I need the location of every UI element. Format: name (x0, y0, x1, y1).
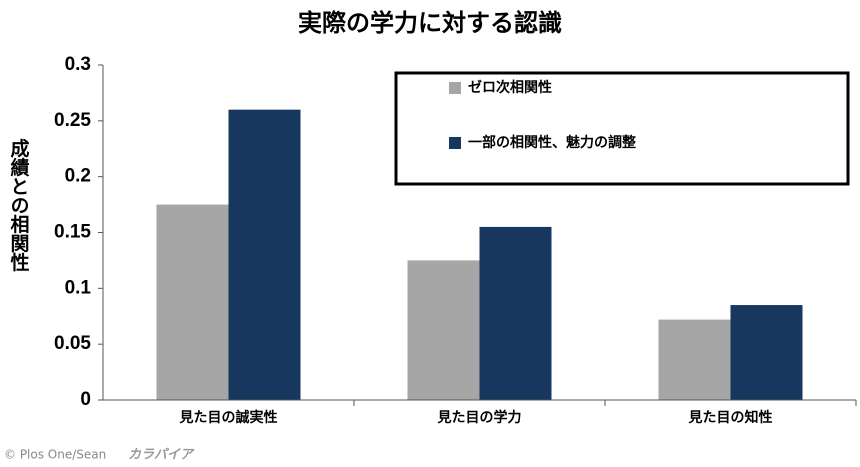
x-tick-label: 見た目の知性 (688, 409, 773, 426)
y-tick-label: 0.25 (54, 110, 91, 131)
y-tick-label: 0.15 (54, 222, 91, 243)
legend-label: 一部の相関性、魅力の調整 (468, 134, 637, 151)
credit: © Plos One/Sean (4, 448, 106, 462)
y-axis-label: 成績との相関性 (8, 137, 30, 272)
y-tick-label: 0.1 (65, 277, 92, 298)
bar (407, 260, 480, 400)
legend-swatch (449, 137, 461, 149)
bar (658, 319, 731, 400)
bar (156, 204, 229, 400)
legend-swatch (449, 82, 461, 94)
legend-box (394, 71, 850, 186)
legend-label: ゼロ次相関性 (468, 79, 552, 96)
bar (730, 305, 803, 400)
chart-title: 実際の学力に対する認識 (298, 9, 562, 37)
bar (479, 226, 552, 400)
x-tick-label: 見た目の学力 (437, 409, 522, 426)
y-tick-label: 0.05 (54, 333, 91, 354)
x-tick-label: 見た目の誠実性 (179, 409, 278, 426)
y-tick-label: 0 (80, 389, 91, 410)
y-tick-label: 0.2 (65, 166, 91, 187)
y-tick-label: 0.3 (65, 54, 91, 75)
watermark: カラパイア (128, 448, 195, 463)
bar (228, 109, 301, 401)
